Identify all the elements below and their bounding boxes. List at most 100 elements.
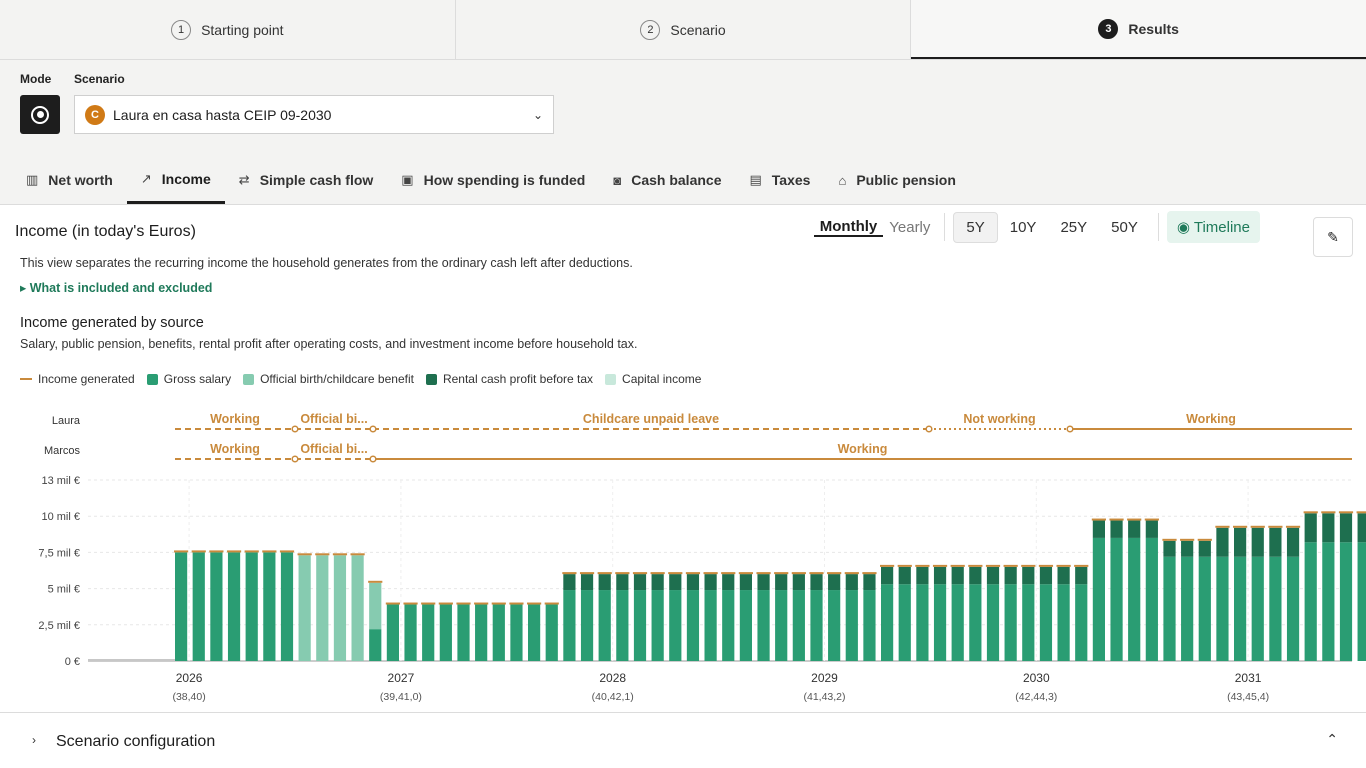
bar-segment xyxy=(933,566,947,585)
x-tick-year: 2029 xyxy=(811,671,838,685)
tab-net-worth[interactable]: ▥ Net worth xyxy=(12,156,127,204)
bar-segment xyxy=(298,555,311,661)
range-5y-button[interactable]: 5Y xyxy=(953,211,998,243)
bar-segment xyxy=(528,604,541,661)
bar-segment xyxy=(475,604,488,661)
income-total-mark xyxy=(844,572,859,575)
chevron-down-icon: ⌄ xyxy=(532,107,543,122)
panel-title: Income (in today's Euros) xyxy=(15,223,196,240)
chart-icon: ▥ xyxy=(26,172,39,187)
income-total-mark xyxy=(438,602,453,605)
step-results[interactable]: 3 Results xyxy=(911,0,1366,59)
bar-segment xyxy=(986,584,1000,661)
legend-label: Gross salary xyxy=(163,372,232,386)
step-starting-point[interactable]: 1 Starting point xyxy=(0,0,456,59)
income-total-mark xyxy=(332,553,348,556)
income-total-mark xyxy=(650,572,665,575)
range-10y-button[interactable]: 10Y xyxy=(1009,218,1037,236)
bar-segment xyxy=(1039,566,1053,585)
bank-icon: ⌂ xyxy=(838,172,847,188)
income-total-mark xyxy=(1056,564,1071,567)
step-scenario[interactable]: 2 Scenario xyxy=(456,0,912,59)
income-total-mark xyxy=(544,602,559,605)
legend-label: Capital income xyxy=(622,372,702,386)
bar-segment xyxy=(792,574,805,591)
bar-segment xyxy=(933,584,947,661)
bar-segment xyxy=(1145,520,1158,538)
income-total-mark xyxy=(403,602,418,605)
x-tick-year: 2028 xyxy=(599,671,626,685)
tab-label: How spending is funded xyxy=(423,172,586,188)
timeline-marker xyxy=(369,425,377,433)
legend-birth-benefit[interactable]: Official birth/childcare benefit xyxy=(243,372,414,386)
tab-taxes[interactable]: ▤ Taxes xyxy=(735,156,824,204)
bar-segment xyxy=(1286,527,1300,557)
income-total-mark xyxy=(1197,538,1212,541)
mode-button[interactable] xyxy=(20,95,60,134)
legend-rental-profit[interactable]: Rental cash profit before tax xyxy=(425,372,594,386)
bar-segment xyxy=(175,552,188,661)
range-50y-button[interactable]: 50Y xyxy=(1111,218,1138,236)
legend-income-generated[interactable]: Income generated xyxy=(20,372,135,386)
timeline-marker xyxy=(369,455,377,463)
bar-segment xyxy=(563,574,576,591)
legend-label: Income generated xyxy=(38,372,135,386)
monthly-toggle[interactable]: Monthly xyxy=(813,218,884,237)
bar-segment xyxy=(616,590,629,661)
bar-segment xyxy=(704,574,717,591)
income-total-mark xyxy=(297,553,312,556)
tab-cash-balance[interactable]: ◙ Cash balance xyxy=(599,156,735,204)
x-tick-ages: (42,44,3) xyxy=(1015,691,1057,703)
income-total-mark xyxy=(1021,564,1036,567)
bar-segment xyxy=(1251,556,1264,661)
edit-button[interactable]: ✎ xyxy=(1313,217,1353,257)
timeline-segment-label: Working xyxy=(838,442,888,456)
tab-how-spending-is-funded[interactable]: ▣ How spending is funded xyxy=(387,156,599,204)
bar-segment xyxy=(598,590,611,661)
legend-gross-salary[interactable]: Gross salary xyxy=(146,372,232,386)
legend-capital-income[interactable]: Capital income xyxy=(605,372,701,386)
income-total-mark xyxy=(1180,538,1195,541)
bar-segment xyxy=(722,574,735,591)
legend-label: Rental cash profit before tax xyxy=(442,372,594,386)
bar-segment xyxy=(686,590,700,661)
income-total-mark xyxy=(279,550,295,553)
y-tick-label: 2,5 mil € xyxy=(38,620,80,632)
bar-segment xyxy=(704,590,717,661)
details-toggle[interactable]: ▸ What is included and excluded xyxy=(20,280,212,295)
scenario-select[interactable]: C Laura en casa hasta CEIP 09-2030 ⌄ xyxy=(74,95,554,134)
details-label: What is included and excluded xyxy=(29,281,213,295)
bar-segment xyxy=(369,582,382,630)
bar-segment xyxy=(669,574,682,591)
bar-segment xyxy=(881,584,894,661)
triangle-right-icon: ▸ xyxy=(20,281,30,295)
income-total-mark xyxy=(1074,564,1089,567)
bar-segment xyxy=(1269,527,1282,557)
tab-public-pension[interactable]: ⌂ Public pension xyxy=(824,156,969,204)
x-tick-ages: (43,45,4) xyxy=(1227,691,1269,703)
bar-segment xyxy=(1251,527,1264,557)
tab-simple-cash-flow[interactable]: ⇄ Simple cash flow xyxy=(225,156,388,204)
y-tick-label: 13 mil € xyxy=(41,475,80,487)
y-tick-label: 10 mil € xyxy=(41,511,80,523)
range-25y-button[interactable]: 25Y xyxy=(1060,218,1088,236)
timeline-toggle[interactable]: ◉ Timeline xyxy=(1166,211,1260,243)
bar-segment xyxy=(810,590,823,661)
tab-income[interactable]: ↗ Income xyxy=(126,156,225,204)
timeline-person: Marcos xyxy=(44,445,81,457)
income-total-mark xyxy=(1303,511,1318,514)
bar-segment xyxy=(1339,542,1353,661)
x-tick-year: 2027 xyxy=(388,671,415,685)
scenario-configuration[interactable]: › Scenario configuration ⌃ xyxy=(0,712,1366,768)
timeline-segment-label: Childcare unpaid leave xyxy=(583,412,719,426)
income-total-mark xyxy=(1127,518,1142,521)
bar-segment xyxy=(1269,556,1282,661)
income-total-mark xyxy=(1321,511,1336,514)
income-total-mark xyxy=(385,602,400,605)
bar-segment xyxy=(1198,540,1211,557)
bar-segment xyxy=(916,566,929,585)
step-number: 1 xyxy=(171,19,192,40)
bar-segment xyxy=(810,574,823,591)
bar-segment xyxy=(1357,542,1366,661)
yearly-toggle[interactable]: Yearly xyxy=(889,218,931,236)
